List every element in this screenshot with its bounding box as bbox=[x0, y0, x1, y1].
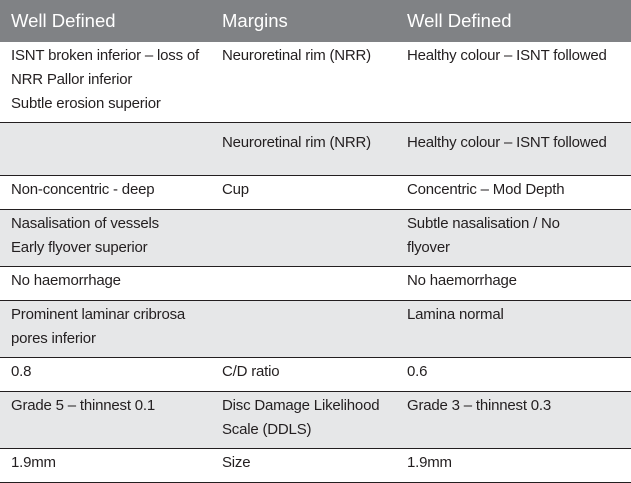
table-row: Nasalisation of vessels Early flyover su… bbox=[0, 209, 631, 267]
cell-middle bbox=[211, 300, 396, 358]
cell-line: Grade 3 – thinnest 0.3 bbox=[407, 397, 552, 414]
table-row: Neuroretinal rim (NRR) Healthy colour – … bbox=[0, 122, 631, 176]
cell-middle: Size bbox=[211, 448, 396, 483]
cell-line: 1.9mm bbox=[11, 454, 56, 471]
cell-line: Subtle nasalisation / No bbox=[407, 215, 560, 232]
cell-middle: Neuroretinal rim (NRR) bbox=[211, 42, 396, 123]
cell-line: 1.9mm bbox=[407, 454, 452, 471]
cell-left: Non-concentric - deep bbox=[0, 175, 211, 210]
cell-line: Neuroretinal rim (NRR) bbox=[222, 47, 371, 64]
cell-line: Healthy colour – ISNT followed bbox=[407, 134, 607, 151]
cell-line: Disc Damage Likelihood bbox=[222, 397, 380, 414]
cell-line: flyover bbox=[407, 239, 450, 256]
cell-line: No haemorrhage bbox=[11, 272, 121, 289]
cell-line: Cup bbox=[222, 181, 249, 198]
cell-line: Prominent laminar cribrosa bbox=[11, 306, 186, 323]
cell-line: Nasalisation of vessels bbox=[11, 215, 159, 232]
cell-right: No haemorrhage bbox=[396, 266, 631, 301]
cell-middle bbox=[211, 266, 396, 301]
cell-line: Healthy colour – ISNT followed bbox=[407, 47, 607, 64]
cell-line: 0.8 bbox=[11, 363, 32, 380]
cell-right: Healthy colour – ISNT followed bbox=[396, 122, 631, 176]
cell-line: Neuroretinal rim (NRR) bbox=[222, 134, 371, 151]
cell-left: 1.9mm bbox=[0, 448, 211, 483]
header-cell-middle: Margins bbox=[222, 10, 288, 31]
cell-left: Prominent laminar cribrosa pores inferio… bbox=[0, 300, 211, 358]
cell-line: Scale (DDLS) bbox=[222, 421, 312, 438]
cell-line: 0.6 bbox=[407, 363, 428, 380]
cell-middle: Neuroretinal rim (NRR) bbox=[211, 122, 396, 176]
table-row: Non-concentric - deep Cup Concentric – M… bbox=[0, 175, 631, 210]
table-row: No haemorrhage No haemorrhage bbox=[0, 266, 631, 301]
cell-right: Subtle nasalisation / No flyover bbox=[396, 209, 631, 267]
cell-right: Lamina normal bbox=[396, 300, 631, 358]
cell-right: 0.6 bbox=[396, 357, 631, 392]
cell-middle bbox=[211, 209, 396, 267]
cell-middle: Cup bbox=[211, 175, 396, 210]
cell-left: 0.8 bbox=[0, 357, 211, 392]
table-row: Grade 5 – thinnest 0.1 Disc Damage Likel… bbox=[0, 391, 631, 449]
cell-right: Healthy colour – ISNT followed bbox=[396, 42, 631, 123]
cell-right: Concentric – Mod Depth bbox=[396, 175, 631, 210]
cell-line: Concentric – Mod Depth bbox=[407, 181, 565, 198]
cell-line: No haemorrhage bbox=[407, 272, 517, 289]
cell-line: ISNT broken inferior – loss of bbox=[11, 47, 199, 64]
cell-middle: C/D ratio bbox=[211, 357, 396, 392]
cell-line: pores inferior bbox=[11, 330, 96, 347]
cell-left: ISNT broken inferior – loss of NRR Pallo… bbox=[0, 42, 211, 123]
table-row: 0.8 C/D ratio 0.6 bbox=[0, 357, 631, 392]
cell-middle: Disc Damage Likelihood Scale (DDLS) bbox=[211, 391, 396, 449]
cell-left: No haemorrhage bbox=[0, 266, 211, 301]
header-cell-right: Well Defined bbox=[407, 10, 512, 31]
cell-line: Early flyover superior bbox=[11, 239, 148, 256]
cell-right: 1.9mm bbox=[396, 448, 631, 483]
cell-line: Size bbox=[222, 454, 251, 471]
table-row: Prominent laminar cribrosa pores inferio… bbox=[0, 300, 631, 358]
cell-line: Lamina normal bbox=[407, 306, 504, 323]
table-row: 1.9mm Size 1.9mm bbox=[0, 448, 631, 483]
cell-line: Grade 5 – thinnest 0.1 bbox=[11, 397, 156, 414]
header-row: Well Defined Margins Well Defined bbox=[0, 0, 631, 42]
cell-line: C/D ratio bbox=[222, 363, 280, 380]
cell-left: Nasalisation of vessels Early flyover su… bbox=[0, 209, 211, 267]
cell-left bbox=[0, 122, 211, 176]
header-cell-left: Well Defined bbox=[11, 10, 116, 31]
cell-line: Subtle erosion superior bbox=[11, 95, 161, 112]
table-row: ISNT broken inferior – loss of NRR Pallo… bbox=[0, 42, 631, 123]
cell-line: NRR Pallor inferior bbox=[11, 71, 133, 88]
cell-left: Grade 5 – thinnest 0.1 bbox=[0, 391, 211, 449]
cell-right: Grade 3 – thinnest 0.3 bbox=[396, 391, 631, 449]
cell-line: Non-concentric - deep bbox=[11, 181, 155, 198]
